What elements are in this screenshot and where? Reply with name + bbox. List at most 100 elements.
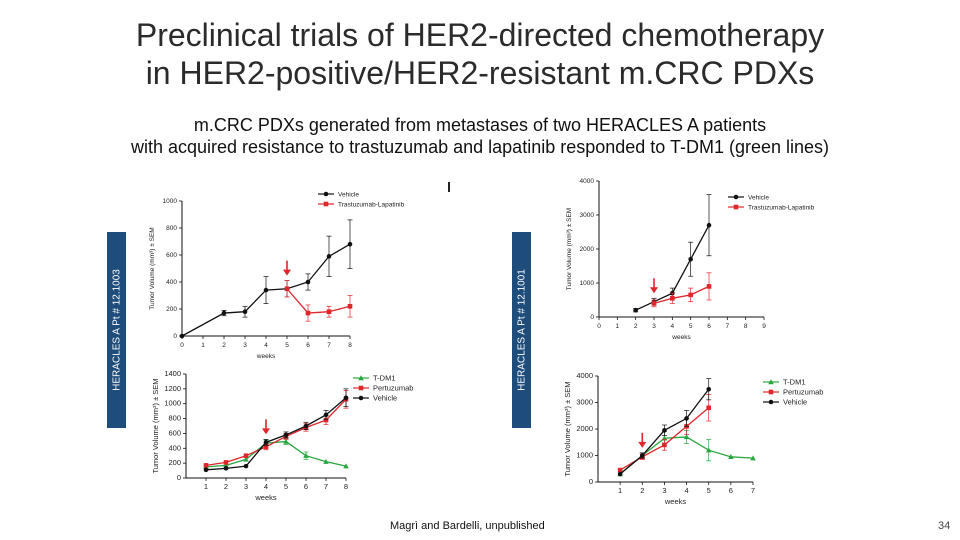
data-point (706, 222, 712, 228)
legend-marker (358, 375, 364, 381)
x-tick-label: 6 (304, 482, 308, 491)
y-tick-label: 1400 (164, 369, 181, 378)
x-tick-label: 3 (652, 323, 656, 330)
data-point (203, 463, 209, 468)
y-tick-label: 600 (168, 428, 181, 437)
patient-label-left: HERACLES A Pt # 12.1003 (107, 232, 126, 428)
y-axis-label: Tumor Volume (mm³) ± SEM (151, 378, 160, 473)
x-tick-label: 2 (222, 342, 226, 349)
data-point (688, 292, 693, 298)
data-point (326, 309, 332, 314)
y-tick-label: 0 (173, 333, 177, 340)
x-axis-label: weeks (254, 493, 277, 502)
data-point (223, 466, 229, 471)
title-line-1: Preclinical trials of HER2-directed chem… (135, 17, 825, 53)
x-tick-label: 4 (684, 486, 688, 495)
x-tick-label: 6 (729, 486, 733, 495)
y-axis-label: Tumor Volume (mm³) ± SEM (149, 227, 156, 309)
legend-marker (323, 191, 329, 197)
legend-label: Pertuzumab (373, 384, 413, 393)
y-axis-label: Tumor Volume (mm³) ± SEM (563, 381, 572, 476)
x-tick-label: 5 (284, 482, 288, 491)
data-point (347, 304, 353, 309)
x-tick-label: 7 (726, 323, 730, 330)
data-point (343, 463, 349, 469)
y-tick-label: 800 (166, 225, 177, 232)
title-line-2: in HER2-positive/HER2-resistant m.CRC PD… (145, 55, 815, 91)
data-point (343, 395, 349, 401)
x-tick-label: 4 (671, 323, 675, 330)
chart-top-left: 0 200 400 600 800 1000 0 1 2 3 4 5 6 7 8 weeks Tumor Vol… (149, 191, 405, 361)
data-point (706, 284, 712, 289)
x-tick-label: 3 (662, 486, 666, 495)
data-point (688, 256, 693, 262)
data-point (263, 440, 269, 445)
series-line-vehicle (181, 243, 351, 337)
data-point (223, 462, 229, 468)
x-tick-label: 6 (707, 323, 711, 330)
series-line-pertuzumab (205, 398, 347, 467)
divider-mark (448, 182, 450, 192)
treatment-arrow-head (283, 269, 291, 276)
data-point (728, 454, 734, 460)
data-point (633, 307, 638, 313)
y-tick-label: 200 (168, 458, 181, 467)
legend-label: T-DM1 (783, 378, 806, 387)
x-tick-label: 4 (264, 482, 268, 491)
y-tick-label: 1200 (164, 384, 181, 393)
x-tick-label: 6 (306, 342, 310, 349)
x-tick-label: 2 (640, 486, 644, 495)
data-point (347, 241, 353, 247)
series-line-trastuzumab-lapatinib (286, 288, 351, 314)
y-tick-label: 1000 (580, 280, 595, 287)
y-tick-label: 200 (166, 306, 177, 313)
data-point (326, 254, 332, 259)
data-point (683, 434, 690, 440)
x-axis-label: weeks (664, 497, 687, 506)
data-point (639, 453, 645, 458)
x-tick-label: 7 (324, 482, 328, 491)
data-point (203, 467, 209, 473)
y-tick-label: 3000 (576, 398, 593, 407)
data-point (305, 279, 311, 285)
y-tick-label: 2000 (576, 424, 593, 433)
x-tick-label: 1 (618, 486, 622, 495)
x-tick-label: 2 (634, 323, 638, 330)
x-tick-label: 1 (204, 482, 208, 491)
legend-marker (733, 204, 739, 210)
x-tick-label: 5 (285, 342, 289, 349)
legend-label: T-DM1 (373, 374, 396, 383)
legend-marker (768, 399, 774, 405)
slide-subtitle: m.CRC PDXs generated from metastases of … (0, 114, 960, 158)
legend-label: Vehicle (783, 398, 807, 407)
patient-label-right: HERACLES A Pt # 12.1001 (512, 232, 531, 428)
x-axis-label: weeks (671, 334, 691, 341)
image-credit: Magrì and Bardelli, unpublished (390, 520, 545, 532)
legend-label: Trastuzumab-Lapatinib (338, 202, 405, 209)
y-axis-label: Tumor Volume (mm³) ± SEM (566, 208, 573, 290)
legend-label: Trastuzumab-Lapatinib (748, 205, 815, 212)
data-point (684, 416, 689, 421)
data-point (617, 471, 623, 477)
patient-label-right-text: HERACLES A Pt # 12.1001 (516, 269, 527, 391)
subtitle-line-1: m.CRC PDXs generated from metastases of … (193, 115, 767, 135)
treatment-arrow-head (262, 428, 270, 435)
chart-bottom-right: 0 1000 2000 3000 4000 1 2 3 4 5 6 7 weeks Tumor Volum… (563, 371, 823, 506)
data-point (323, 458, 329, 464)
y-tick-label: 2000 (580, 246, 595, 253)
x-tick-label: 9 (762, 323, 766, 330)
y-tick-label: 4000 (576, 371, 593, 380)
legend-label: Vehicle (748, 195, 769, 202)
y-tick-label: 0 (590, 314, 594, 321)
y-tick-label: 400 (166, 279, 177, 286)
data-point (243, 463, 249, 469)
x-tick-label: 5 (689, 323, 693, 330)
data-point (750, 455, 756, 461)
data-point (323, 417, 329, 423)
y-tick-label: 3000 (580, 212, 595, 219)
data-point (243, 456, 249, 462)
x-tick-label: 4 (264, 342, 268, 349)
patient-label-left-text: HERACLES A Pt # 12.1003 (111, 269, 122, 391)
y-tick-label: 0 (177, 473, 181, 482)
x-tick-label: 5 (707, 486, 711, 495)
